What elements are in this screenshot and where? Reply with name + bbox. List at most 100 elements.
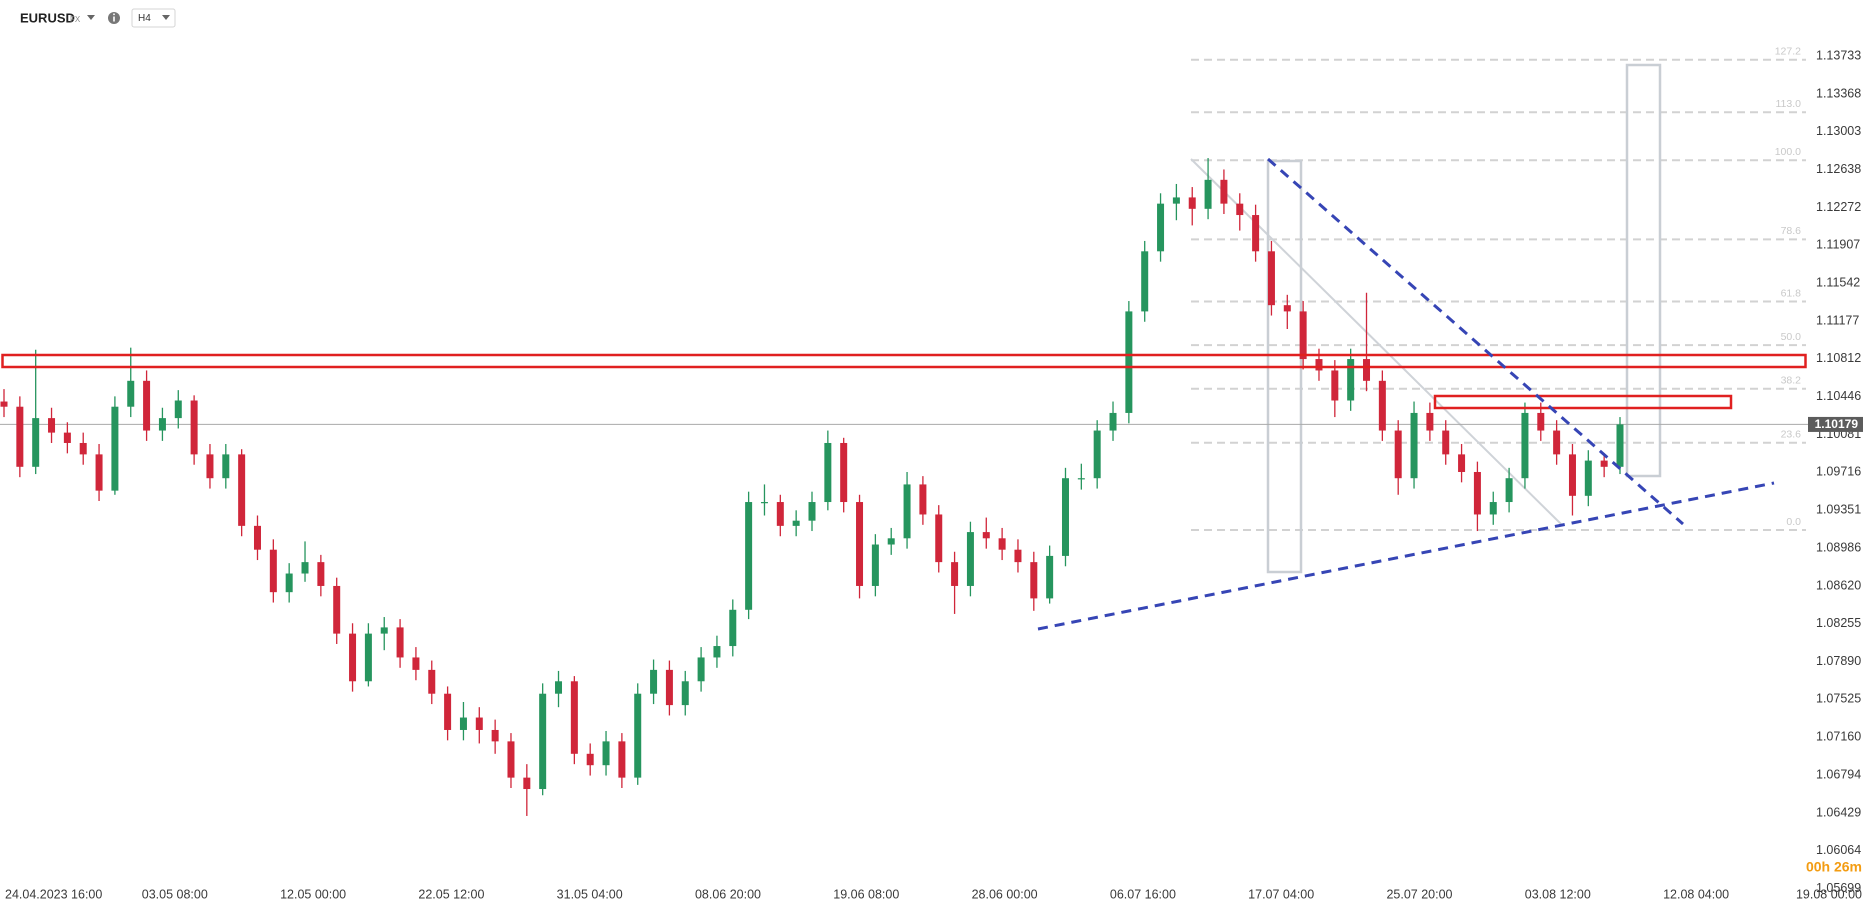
x-tick-label: 12.05 00:00 [280, 887, 346, 901]
candle-body [982, 532, 990, 539]
candle-body [523, 777, 531, 790]
candle-body [618, 741, 626, 778]
candle-body [1600, 460, 1608, 467]
candle-body [1220, 179, 1228, 204]
candle-body [1157, 203, 1165, 252]
symbol[interactable]: EURUSD [20, 10, 75, 25]
candle-body [1093, 430, 1101, 479]
candle-body [1584, 460, 1592, 496]
candle-body [349, 633, 357, 682]
candle-body [364, 633, 372, 682]
x-tick-label: 25.07 20:00 [1386, 887, 1452, 901]
candle-body [222, 454, 230, 479]
current-price-tag [1808, 416, 1863, 432]
resistance-trendline [1267, 157, 1684, 526]
x-tick-label: 31.05 04:00 [557, 887, 623, 901]
x-tick-label: 08.06 20:00 [695, 887, 761, 901]
candle-body [1537, 412, 1545, 431]
candle-body [380, 627, 388, 634]
candle-body [697, 657, 705, 682]
candle-body [63, 432, 71, 443]
y-tick-label: 1.09716 [1816, 465, 1861, 479]
candle-body [824, 442, 832, 503]
candle-body [1267, 251, 1275, 306]
y-tick-label: 1.07890 [1816, 654, 1861, 668]
candle-body [269, 549, 277, 593]
symbol-dropdown[interactable] [87, 15, 95, 20]
candle-body [1363, 359, 1371, 381]
candle-body [808, 502, 816, 521]
candle-body [1616, 424, 1624, 467]
fibonacci: 0.0 23.6 38.2 50.0 61.8 78.6 100.0 113.0 127.2 [1191, 46, 1806, 531]
candle-body [1252, 215, 1260, 252]
candle-body [871, 544, 879, 586]
y-tick-label: 1.10812 [1816, 351, 1861, 365]
candle-body [570, 681, 578, 754]
y-tick-label: 1.11542 [1816, 276, 1860, 290]
candle-body [1046, 555, 1054, 599]
current-price: 1.10179 [1815, 417, 1859, 431]
y-tick-label: 1.09351 [1816, 503, 1861, 517]
candle-body [412, 657, 420, 670]
y-tick-label: 1.07525 [1816, 692, 1861, 706]
fib-diagonal [1190, 158, 1562, 525]
candle-body [491, 729, 499, 742]
resistance-zone [1, 353, 1807, 369]
timeframe-select[interactable] [131, 8, 176, 28]
candle-body [1331, 370, 1339, 401]
y-tick-label: 1.08620 [1816, 578, 1861, 592]
candle-body [1442, 430, 1450, 455]
y-tick-label: 1.13368 [1816, 86, 1861, 100]
candle-body [79, 442, 87, 455]
candle-body [951, 562, 959, 586]
candle-body [459, 717, 467, 730]
support-trendline [1037, 481, 1775, 631]
y-tick-label: 1.13733 [1816, 49, 1861, 63]
candle-body [238, 454, 246, 526]
candle-body [16, 406, 24, 467]
fib-label: 23.6 [1781, 429, 1802, 441]
candle-body [966, 532, 974, 586]
candle-body [856, 502, 864, 586]
x-tick-label: 19.08 00:00 [1796, 887, 1862, 901]
candle-body [1299, 311, 1307, 360]
candle-body [840, 442, 848, 503]
candles [0, 158, 1624, 816]
candle-body [1458, 454, 1466, 472]
candle-body [1030, 562, 1038, 599]
y-tick-label: 1.06794 [1816, 767, 1861, 781]
timeframe-dropdown [162, 15, 170, 20]
candle-body [1172, 197, 1180, 204]
y-tick-label: 1.05699 [1816, 881, 1861, 895]
candle-body [555, 681, 563, 694]
candle-body [1410, 412, 1418, 479]
y-tick-label: 1.08986 [1816, 540, 1861, 554]
y-tick-label: 1.06064 [1816, 843, 1861, 857]
candle-body [665, 669, 673, 706]
x-tick-label: 22.05 12:00 [418, 887, 484, 901]
candle-body [1061, 478, 1069, 556]
x-tick-label: 17.07 04:00 [1248, 887, 1314, 901]
info-icon-stem [113, 16, 115, 22]
candle-body [998, 538, 1006, 550]
y-tick-label: 1.06429 [1816, 805, 1861, 819]
candle-body [1188, 197, 1196, 209]
candle-body [158, 418, 166, 431]
resistance-box [1433, 394, 1733, 410]
y-tick-label: 1.12638 [1816, 162, 1861, 176]
candle-body [903, 484, 911, 539]
fib-label: 78.6 [1781, 225, 1802, 237]
candle-body [0, 401, 8, 407]
candle-body [1489, 502, 1497, 515]
candle-body [935, 514, 943, 563]
candle-body [174, 400, 182, 419]
candle-body [253, 525, 261, 550]
fib-label: 113.0 [1776, 98, 1802, 110]
candle-body [301, 562, 309, 574]
price-axis: 1.13733 1.13368 1.13003 1.12638 1.12272 1.119… [1816, 49, 1861, 895]
candle-body [1109, 412, 1117, 431]
candle-body [681, 681, 689, 706]
x-tick-label: 12.08 04:00 [1663, 887, 1729, 901]
candle-body [1426, 412, 1434, 431]
